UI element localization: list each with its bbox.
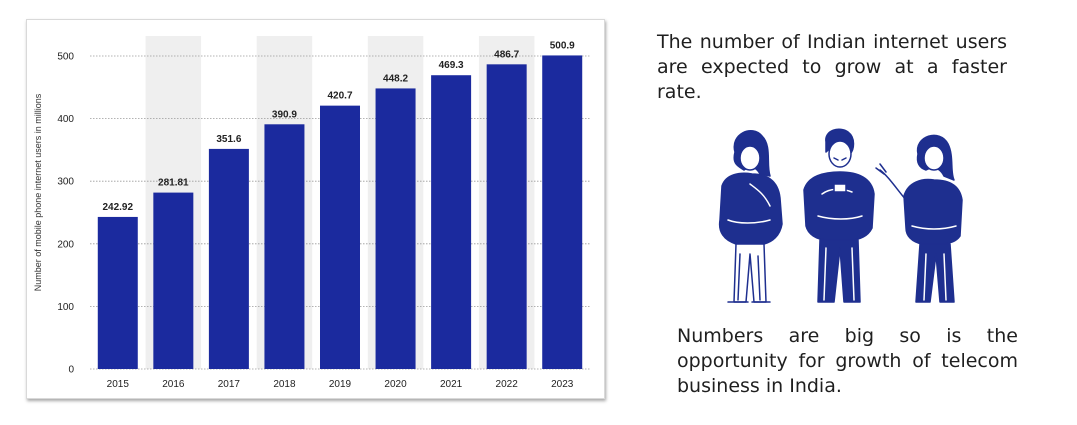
chart-svg: 242.92 281.81 351.6 390.9 420.7 448.2 469.3 486… — [33, 36, 590, 390]
y-tick-label: 500 — [57, 52, 74, 63]
data-label-2016: 281.81 — [158, 178, 189, 189]
data-label-2020: 448.2 — [383, 73, 408, 84]
bar-2020 — [375, 88, 416, 369]
headline-text: The number of Indian internet users are … — [657, 31, 1007, 103]
opportunity-text: Numbers are big so is the opportunity fo… — [677, 325, 1018, 397]
x-tick-label-2015: 2015 — [107, 379, 130, 390]
bars — [97, 55, 583, 370]
x-tick-label-2017: 2017 — [218, 379, 241, 390]
data-label-2023: 500.9 — [550, 40, 575, 51]
bar-2023 — [542, 55, 583, 370]
x-tick-labels: 2015 2016 2017 2018 2019 2020 2021 2022 2023 — [107, 379, 574, 390]
y-tick-label: 100 — [57, 302, 74, 313]
bar-2016 — [153, 192, 194, 369]
x-tick-label-2023: 2023 — [551, 379, 574, 390]
y-axis-label: Number of mobile phone internet users in… — [33, 93, 43, 291]
data-label-2017: 351.6 — [216, 134, 241, 145]
bar-2019 — [320, 105, 360, 370]
y-tick-labels: 0 100 200 300 400 500 — [57, 52, 74, 376]
three-people-with-phones-icon — [700, 124, 990, 306]
data-label-2019: 420.7 — [327, 91, 352, 102]
x-tick-label-2020: 2020 — [384, 379, 407, 390]
bar-2015 — [97, 216, 138, 369]
bar-2018 — [264, 124, 305, 369]
y-tick-label: 400 — [57, 114, 74, 125]
data-labels: 242.92 281.81 351.6 390.9 420.7 448.2 469.3 486… — [102, 40, 575, 212]
bar-2022 — [486, 64, 527, 369]
x-tick-label-2022: 2022 — [496, 379, 519, 390]
bar-chart: 242.92 281.81 351.6 390.9 420.7 448.2 469.3 486… — [26, 19, 605, 399]
x-tick-label-2021: 2021 — [440, 379, 463, 390]
data-label-2021: 469.3 — [439, 60, 464, 71]
data-label-2015: 242.92 — [102, 202, 133, 213]
x-tick-label-2016: 2016 — [162, 379, 185, 390]
y-tick-label: 300 — [57, 177, 74, 188]
x-tick-label-2019: 2019 — [329, 379, 352, 390]
x-tick-label-2018: 2018 — [273, 379, 296, 390]
y-tick-label: 0 — [68, 365, 74, 376]
data-label-2018: 390.9 — [272, 109, 297, 120]
bar-2017 — [208, 148, 249, 369]
bar-2021 — [431, 75, 472, 369]
data-label-2022: 486.7 — [494, 49, 519, 60]
y-tick-label: 200 — [57, 239, 74, 250]
